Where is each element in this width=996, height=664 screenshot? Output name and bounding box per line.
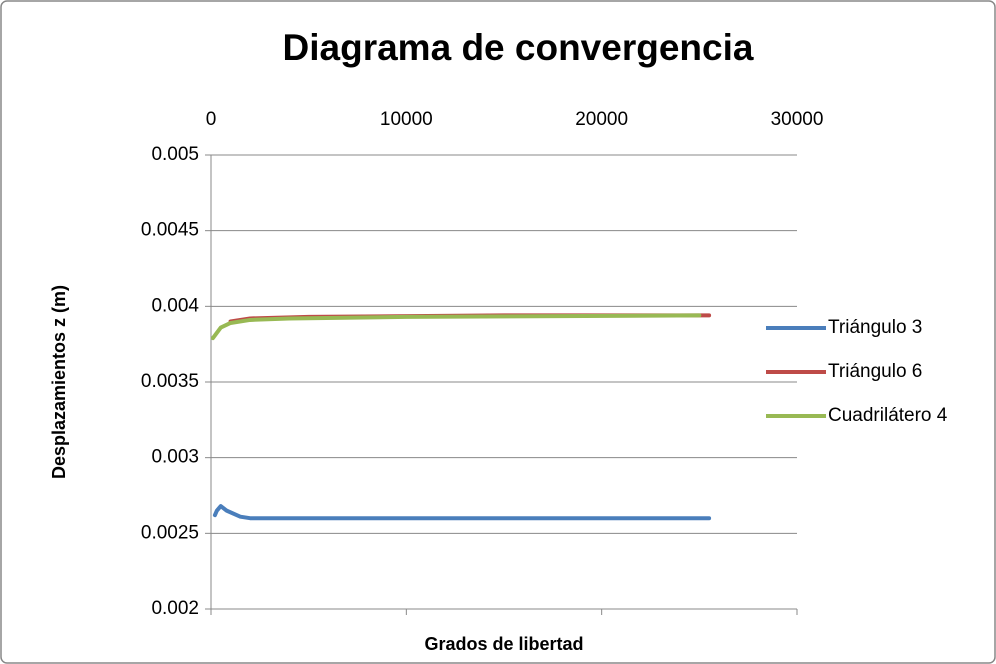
y-tick-label: 0.0025 [141,522,199,543]
y-tick-label: 0.005 [151,144,199,165]
x-tick-label: 30000 [771,109,824,130]
x-axis-label: Grados de libertad [424,634,583,654]
x-tick-label: 10000 [380,109,433,130]
y-axis-label: Desplazamientos z (m) [49,285,69,479]
legend-label: Cuadrilátero 4 [828,405,948,426]
series-line [210,313,702,341]
y-tick-label: 0.0035 [141,371,199,392]
y-tick-label: 0.003 [151,447,199,468]
x-tick-label: 20000 [575,109,628,130]
chart-title: Diagrama de convergencia [283,27,754,68]
x-tick-label: 0 [206,109,217,130]
legend-label: Triángulo 6 [828,361,922,382]
y-tick-label: 0.0045 [141,220,199,241]
y-tick-label: 0.002 [151,598,199,619]
y-tick-label: 0.004 [151,295,199,316]
legend-label: Triángulo 3 [828,317,922,338]
series-line [212,504,712,521]
